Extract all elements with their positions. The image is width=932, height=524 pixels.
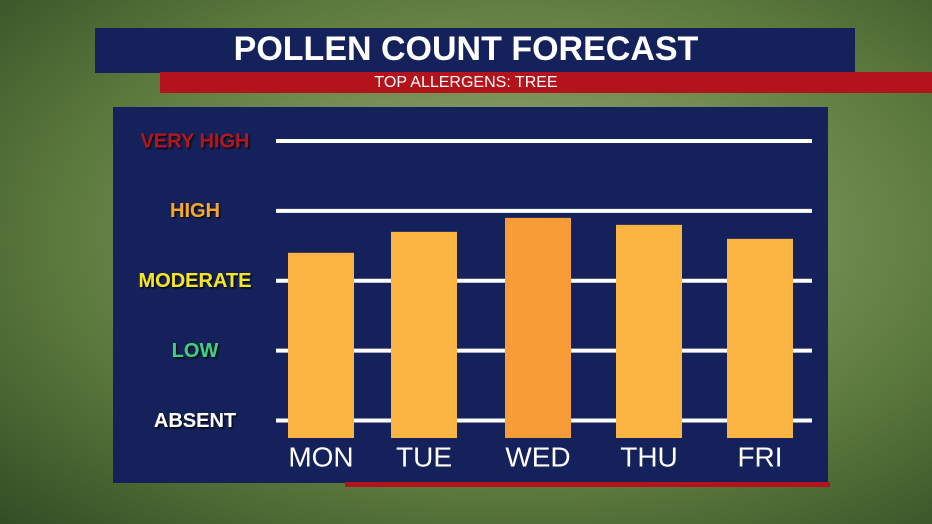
subtitle-box xyxy=(160,72,932,93)
y-tick-label: HIGH xyxy=(170,200,220,222)
x-tick-label: THU xyxy=(620,441,678,472)
bar xyxy=(727,238,793,438)
bar xyxy=(616,224,682,438)
y-tick-label: ABSENT xyxy=(154,410,236,432)
x-tick-label: FRI xyxy=(737,441,782,472)
y-tick-label: LOW xyxy=(172,340,219,362)
bar xyxy=(288,252,354,438)
y-tick-label: MODERATE xyxy=(139,270,252,292)
panel-accent xyxy=(345,482,830,487)
x-tick-label: MON xyxy=(288,441,353,472)
chart-title: POLLEN COUNT FORECAST xyxy=(234,30,699,68)
y-tick-label: VERY HIGH xyxy=(141,130,250,152)
x-tick-label: TUE xyxy=(396,441,452,472)
chart-subtitle: TOP ALLERGENS: TREE xyxy=(374,74,557,91)
bar xyxy=(505,217,571,438)
title-box xyxy=(95,28,855,73)
bar xyxy=(391,231,457,438)
x-tick-label: WED xyxy=(505,441,570,472)
